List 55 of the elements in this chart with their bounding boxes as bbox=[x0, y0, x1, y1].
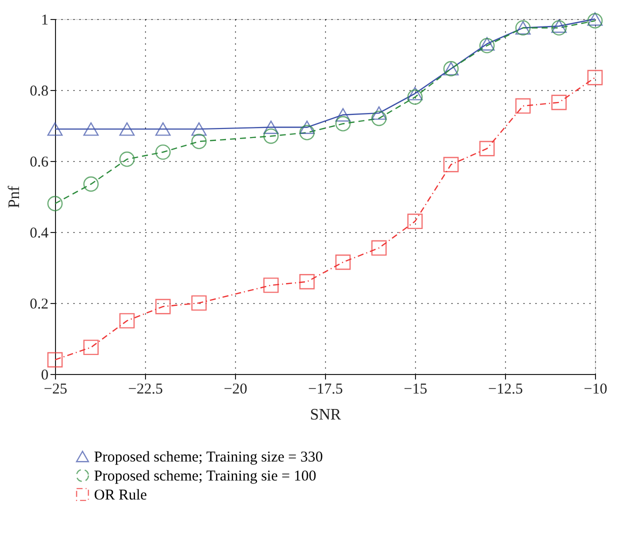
point bbox=[191, 122, 207, 136]
point bbox=[371, 110, 387, 126]
point bbox=[119, 122, 135, 136]
x-tick-label: −22.5 bbox=[128, 382, 163, 398]
y-tick-label: 0.2 bbox=[30, 296, 48, 312]
legend-label: OR Rule bbox=[94, 488, 148, 504]
x-tick-label: −25 bbox=[44, 382, 68, 398]
point bbox=[263, 278, 279, 293]
point bbox=[119, 152, 135, 167]
point bbox=[119, 313, 135, 328]
point bbox=[335, 108, 351, 122]
point bbox=[155, 298, 171, 314]
point bbox=[443, 156, 459, 172]
point bbox=[407, 89, 423, 105]
point bbox=[299, 120, 315, 134]
point bbox=[299, 124, 315, 140]
x-tick-label: −20 bbox=[224, 382, 248, 398]
point bbox=[47, 122, 63, 136]
point bbox=[263, 128, 279, 144]
x-axis-title: SNR bbox=[310, 406, 342, 424]
point bbox=[191, 295, 207, 311]
point bbox=[155, 122, 171, 136]
x-tick-label: −10 bbox=[584, 382, 608, 398]
point bbox=[515, 98, 531, 114]
x-tick-label: −12.5 bbox=[488, 382, 523, 398]
point bbox=[407, 86, 423, 100]
y-tick-label: 0.6 bbox=[30, 154, 49, 170]
y-tick-label: 0 bbox=[41, 368, 48, 384]
x-tick-label: −15 bbox=[404, 382, 428, 398]
point bbox=[155, 144, 171, 160]
point bbox=[299, 274, 315, 290]
point bbox=[371, 106, 387, 120]
point bbox=[47, 196, 63, 212]
y-tick-label: 0.4 bbox=[30, 226, 49, 242]
point bbox=[551, 20, 567, 36]
y-tick-label: 0.8 bbox=[30, 84, 48, 100]
point bbox=[479, 140, 495, 156]
point bbox=[83, 122, 99, 136]
legend-label: Proposed scheme; Training size = 330 bbox=[94, 450, 323, 466]
point bbox=[47, 352, 63, 368]
point bbox=[407, 214, 423, 230]
point bbox=[371, 240, 387, 256]
point bbox=[335, 254, 351, 270]
point bbox=[551, 94, 567, 110]
legend-label: Proposed scheme; Training sie = 100 bbox=[94, 468, 316, 484]
y-axis-title: Pnf bbox=[6, 185, 23, 208]
point bbox=[83, 340, 99, 356]
point bbox=[335, 116, 351, 132]
point bbox=[83, 176, 99, 192]
y-tick-label: 1 bbox=[41, 12, 48, 28]
point bbox=[551, 19, 567, 33]
point bbox=[191, 134, 207, 150]
point bbox=[263, 120, 279, 134]
x-tick-label: −17.5 bbox=[308, 382, 343, 398]
point bbox=[587, 70, 603, 86]
